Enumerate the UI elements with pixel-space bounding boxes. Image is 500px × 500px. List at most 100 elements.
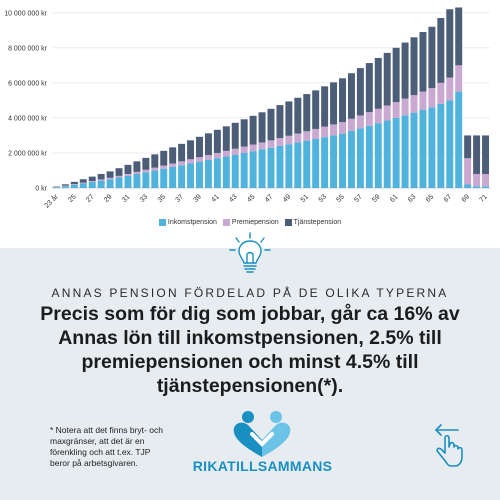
bar-premiepension bbox=[312, 128, 320, 139]
x-tick-label: 23 år bbox=[43, 192, 60, 209]
legend-item[interactable]: Premiepension bbox=[222, 219, 279, 226]
bar-inkomstpension bbox=[115, 177, 123, 188]
legend-label: Inkomstpension bbox=[167, 219, 217, 226]
bar-premiepension bbox=[258, 142, 266, 150]
bar-premiepension bbox=[79, 182, 87, 184]
bar-tjänstepension bbox=[61, 184, 69, 186]
bar-premiepension bbox=[374, 108, 382, 124]
bar-premiepension bbox=[222, 150, 230, 157]
bar-premiepension bbox=[160, 165, 168, 169]
bar-premiepension bbox=[437, 82, 445, 104]
bar-inkomstpension bbox=[106, 179, 114, 188]
x-tick-label: 41 bbox=[210, 193, 221, 204]
bar-premiepension bbox=[88, 180, 96, 183]
bar-premiepension bbox=[294, 133, 302, 143]
x-tick-label: 45 bbox=[246, 193, 257, 204]
bar-tjänstepension bbox=[240, 119, 248, 147]
bar-tjänstepension bbox=[88, 176, 96, 181]
chart-panel: 0 kr 2 000 000 kr 4 000 000 kr 6 000 000 kr… bbox=[0, 0, 500, 248]
x-tick-label: 67 bbox=[443, 193, 454, 204]
bar-inkomstpension bbox=[321, 137, 329, 188]
bar-inkomstpension bbox=[213, 158, 221, 188]
bar-inkomstpension bbox=[392, 117, 400, 188]
bar-premiepension bbox=[473, 173, 481, 187]
y-tick-label: 2 000 000 kr bbox=[8, 150, 48, 157]
bar-premiepension bbox=[455, 65, 463, 92]
bar-premiepension bbox=[187, 159, 195, 164]
bar-premiepension bbox=[347, 118, 355, 132]
x-tick-label: 65 bbox=[425, 193, 436, 204]
bar-inkomstpension bbox=[410, 112, 418, 188]
footnote: * Notera att det finns bryt- och maxgrän… bbox=[50, 425, 163, 468]
bar-premiepension bbox=[285, 135, 293, 145]
bar-tjänstepension bbox=[347, 73, 355, 119]
x-tick-label: 37 bbox=[175, 193, 186, 204]
x-tick-label: 57 bbox=[353, 193, 364, 204]
main-statement: Precis som för dig som jobbar, går ca 16… bbox=[40, 303, 460, 397]
x-tick-label: 61 bbox=[389, 193, 400, 204]
bar-tjänstepension bbox=[303, 94, 311, 132]
x-tick-label: 69 bbox=[461, 193, 472, 204]
bar-premiepension bbox=[276, 138, 284, 146]
x-tick-label: 39 bbox=[192, 193, 203, 204]
bar-premiepension bbox=[169, 163, 177, 167]
brand-name: RIKATILLSAMMANS bbox=[192, 458, 333, 474]
legend-item[interactable]: Tjänstepension bbox=[284, 219, 341, 226]
bar-inkomstpension bbox=[347, 131, 355, 188]
bar-premiepension bbox=[61, 185, 69, 187]
bar-inkomstpension bbox=[428, 107, 436, 188]
bar-inkomstpension bbox=[365, 125, 373, 188]
chart-subtitle: ANNAS PENSION FÖRDELAD PÅ DE OLIKA TYPER… bbox=[51, 286, 449, 300]
bar-tjänstepension bbox=[482, 135, 490, 174]
bar-inkomstpension bbox=[204, 159, 212, 188]
bar-premiepension bbox=[178, 161, 186, 166]
bar-inkomstpension bbox=[356, 128, 364, 188]
bar-premiepension bbox=[419, 91, 427, 111]
bar-premiepension bbox=[464, 158, 472, 185]
bar-tjänstepension bbox=[446, 9, 454, 78]
y-tick-label: 0 kr bbox=[35, 186, 47, 193]
legend-label: Premiepension bbox=[231, 219, 279, 226]
bar-premiepension bbox=[339, 122, 346, 134]
legend-swatch bbox=[158, 219, 166, 226]
bar-tjänstepension bbox=[285, 101, 293, 136]
bar-inkomstpension bbox=[124, 175, 132, 188]
bar-inkomstpension bbox=[294, 142, 302, 188]
bar-tjänstepension bbox=[258, 112, 266, 143]
bar-tjänstepension bbox=[356, 68, 364, 116]
bar-inkomstpension bbox=[446, 100, 454, 188]
x-tick-label: 53 bbox=[318, 193, 329, 204]
x-tick-label: 51 bbox=[300, 193, 311, 204]
bar-tjänstepension bbox=[231, 122, 239, 149]
bar-premiepension bbox=[428, 88, 436, 108]
bar-inkomstpension bbox=[249, 151, 257, 188]
lightbulb-icon bbox=[229, 232, 271, 273]
x-tick-label: 47 bbox=[264, 193, 275, 204]
bar-tjänstepension bbox=[97, 173, 105, 180]
bar-premiepension bbox=[213, 152, 221, 159]
bar-tjänstepension bbox=[473, 135, 481, 174]
y-tick-label: 10 000 000 kr bbox=[4, 10, 47, 17]
bar-tjänstepension bbox=[267, 108, 275, 141]
bar-premiepension bbox=[70, 184, 78, 185]
bar-inkomstpension bbox=[151, 170, 159, 188]
bar-premiepension bbox=[383, 105, 391, 121]
bar-tjänstepension bbox=[187, 140, 195, 160]
bar-inkomstpension bbox=[482, 186, 490, 188]
bar-inkomstpension bbox=[240, 152, 248, 188]
x-tick-label: 27 bbox=[85, 193, 96, 204]
bar-premiepension bbox=[356, 115, 364, 129]
bar-tjänstepension bbox=[70, 181, 78, 185]
bar-inkomstpension bbox=[303, 140, 311, 188]
legend-swatch bbox=[284, 219, 292, 226]
y-tick-label: 4 000 000 kr bbox=[8, 115, 48, 122]
legend-item[interactable]: Inkomstpension bbox=[158, 219, 217, 226]
bar-tjänstepension bbox=[169, 147, 177, 164]
bar-tjänstepension bbox=[365, 63, 373, 113]
bar-premiepension bbox=[115, 175, 123, 178]
bar-tjänstepension bbox=[374, 57, 382, 109]
bar-inkomstpension bbox=[70, 184, 78, 188]
bar-premiepension bbox=[204, 155, 212, 160]
x-tick-label: 33 bbox=[139, 193, 150, 204]
bar-premiepension bbox=[267, 140, 275, 148]
